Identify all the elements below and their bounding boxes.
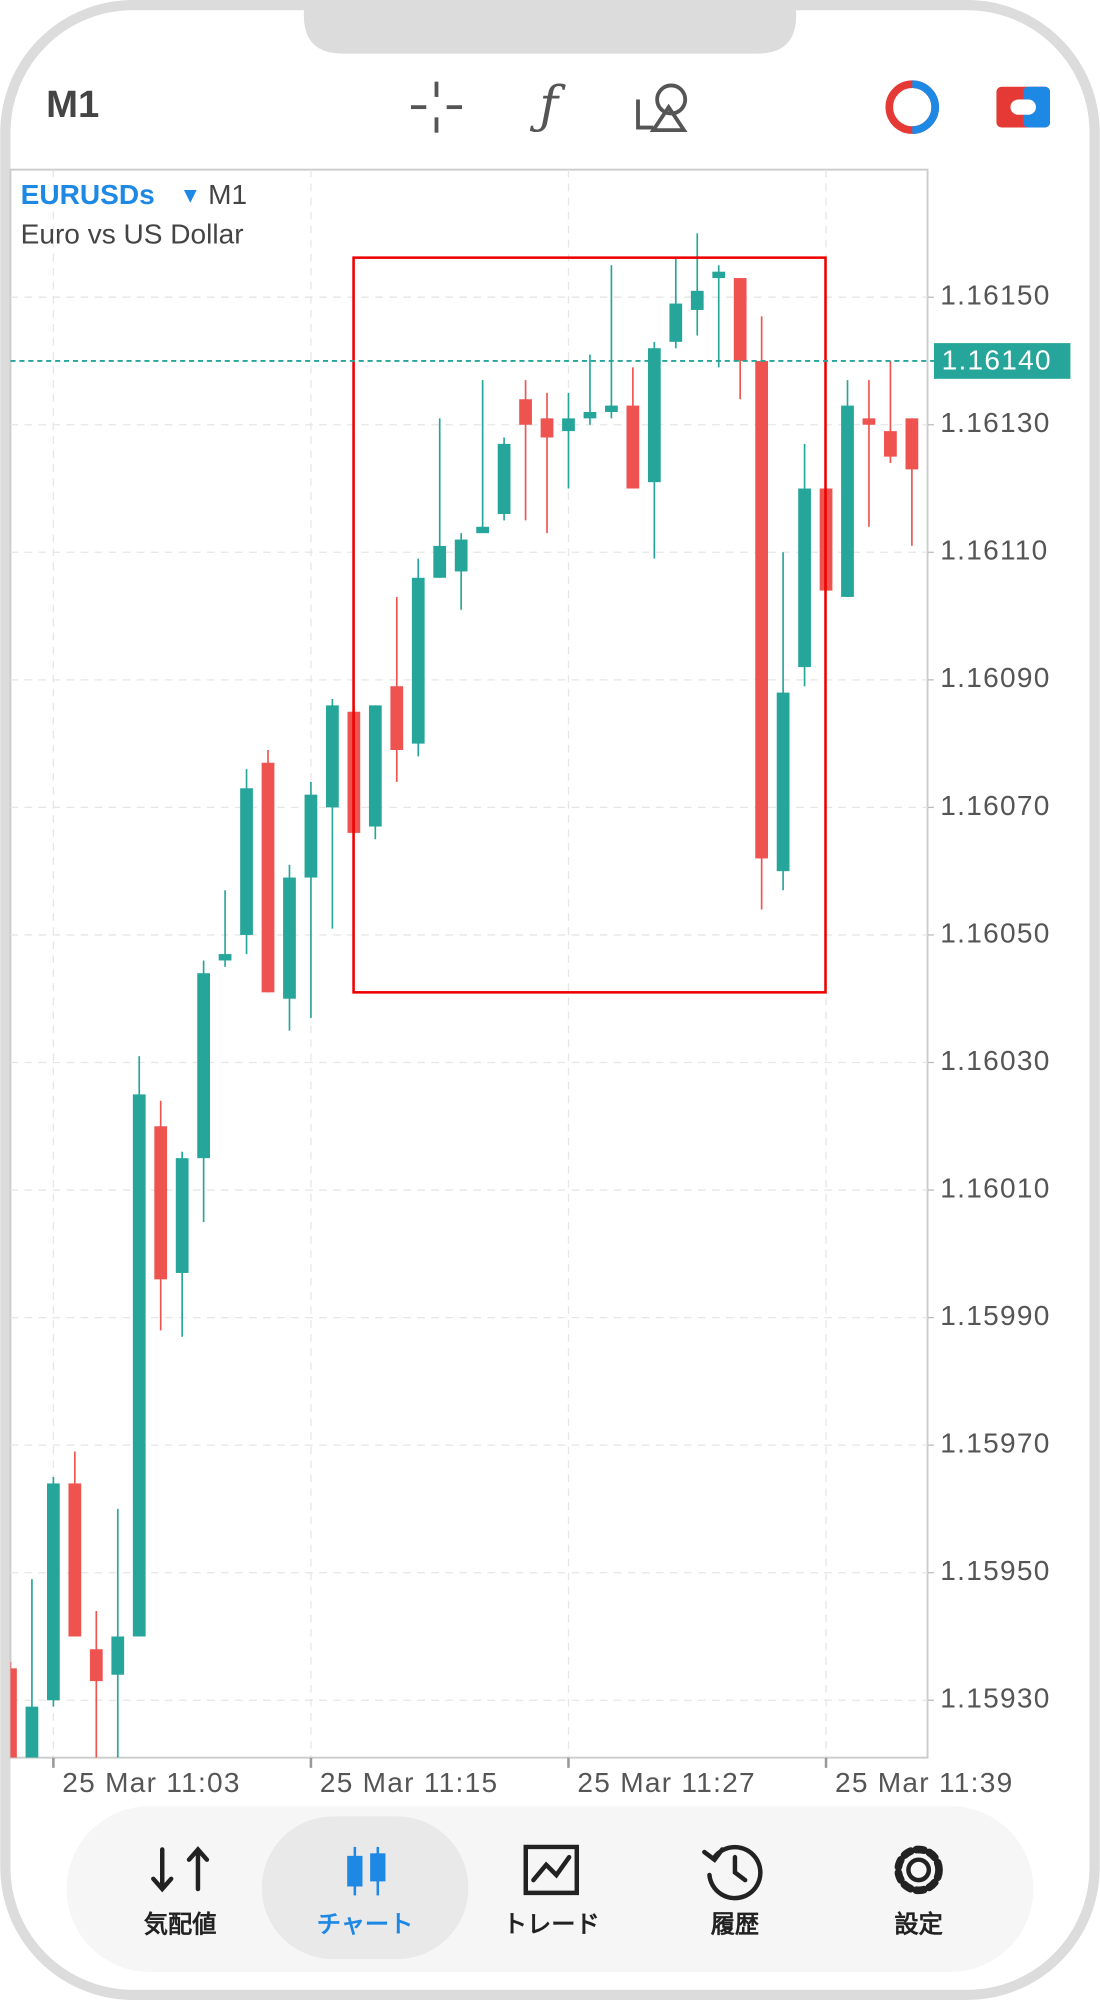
y-tick-label: 1.15990	[940, 1300, 1050, 1331]
candle-body	[390, 686, 404, 750]
y-tick-label: 1.16090	[940, 662, 1050, 693]
crosshair-icon[interactable]	[410, 81, 462, 133]
symbol-description: Euro vs US Dollar	[21, 218, 244, 249]
dropdown-arrow[interactable]	[183, 190, 197, 203]
candle-body	[304, 794, 318, 878]
candle-body	[562, 418, 575, 432]
candle-body	[197, 973, 210, 1159]
y-tick-label: 1.15950	[940, 1555, 1050, 1586]
candle-body	[175, 1158, 189, 1273]
candle-body	[433, 545, 447, 578]
objects-icon[interactable]	[636, 83, 688, 133]
candle-body	[497, 443, 511, 515]
notch	[303, 0, 797, 54]
candle-body	[540, 418, 554, 438]
candle-body	[411, 577, 425, 744]
candle-body	[605, 405, 618, 412]
nav-item[interactable]: 履歴	[711, 1911, 759, 1938]
candle-body	[454, 539, 468, 572]
y-tick-label: 1.16050	[940, 917, 1050, 948]
y-tick-label: 1.15930	[940, 1683, 1050, 1714]
candle-body	[884, 431, 897, 457]
current-price-label: 1.16140	[942, 345, 1052, 376]
highlight-box	[352, 256, 827, 994]
nav-item[interactable]: トレード	[503, 1911, 600, 1938]
candle-body	[218, 954, 232, 961]
timeframe-button[interactable]: M1	[46, 83, 99, 126]
symbol[interactable]: EURUSDs	[21, 179, 155, 210]
candle-body	[647, 348, 661, 483]
candle-body	[862, 418, 876, 425]
x-tick-label: 25 Mar 11:39	[835, 1767, 1014, 1798]
candle-body	[776, 692, 790, 872]
x-tick-label: 25 Mar 11:03	[62, 1767, 241, 1798]
nav-bar	[66, 1806, 1034, 1972]
candle-body	[669, 303, 683, 342]
y-tick-label: 1.16130	[940, 407, 1050, 438]
candle-body	[733, 278, 747, 361]
trade-icon[interactable]	[996, 86, 1050, 128]
candle-body	[261, 762, 275, 993]
y-tick-label: 1.16070	[940, 790, 1050, 821]
candle-body	[326, 705, 339, 808]
candle-body	[240, 788, 253, 935]
y-tick-label: 1.15970	[940, 1428, 1050, 1459]
nav-item[interactable]: チャート	[317, 1911, 414, 1938]
nav-item[interactable]: 気配値	[144, 1910, 217, 1938]
candle-body	[690, 290, 704, 310]
nav-items: 気配値 チャート トレード 履歴 設定	[144, 1816, 944, 1960]
candle-body	[68, 1483, 82, 1637]
candle-body	[583, 411, 597, 419]
candle-body	[25, 1706, 39, 1758]
candle-body	[89, 1649, 103, 1682]
candle-body	[841, 405, 854, 597]
y-tick-label: 1.16010	[940, 1172, 1050, 1203]
candle-body	[519, 399, 532, 425]
plot-frame	[9, 168, 929, 1759]
candle-body	[111, 1636, 125, 1675]
chart-nav-icon	[347, 1846, 386, 1896]
candle-body	[283, 877, 296, 999]
candle-body	[368, 705, 382, 827]
candle-body	[755, 360, 769, 859]
y-tick-label: 1.16110	[940, 535, 1048, 566]
nav-active-bg	[261, 1816, 469, 1960]
y-tick-label: 1.16030	[940, 1045, 1050, 1076]
x-tick-label: 25 Mar 11:15	[320, 1767, 498, 1798]
candle-body	[712, 271, 726, 279]
candle-body	[154, 1126, 168, 1280]
candle-body	[476, 526, 490, 534]
nav-item[interactable]: 設定	[894, 1910, 943, 1938]
candles	[10, 233, 919, 1758]
symbol-timeframe: M1	[208, 179, 247, 210]
nav-icons	[151, 1844, 943, 1901]
candle-body	[132, 1094, 146, 1637]
y-tick-label: 1.16150	[940, 280, 1050, 311]
candle-body	[905, 418, 919, 470]
x-tick-label: 25 Mar 11:27	[577, 1767, 756, 1798]
candle-body	[626, 405, 640, 489]
candle-body	[47, 1483, 60, 1701]
candle-body	[10, 1668, 17, 1758]
candle-body	[798, 488, 811, 668]
current-price-tag	[933, 343, 1071, 379]
one-click-icon[interactable]	[885, 80, 940, 134]
